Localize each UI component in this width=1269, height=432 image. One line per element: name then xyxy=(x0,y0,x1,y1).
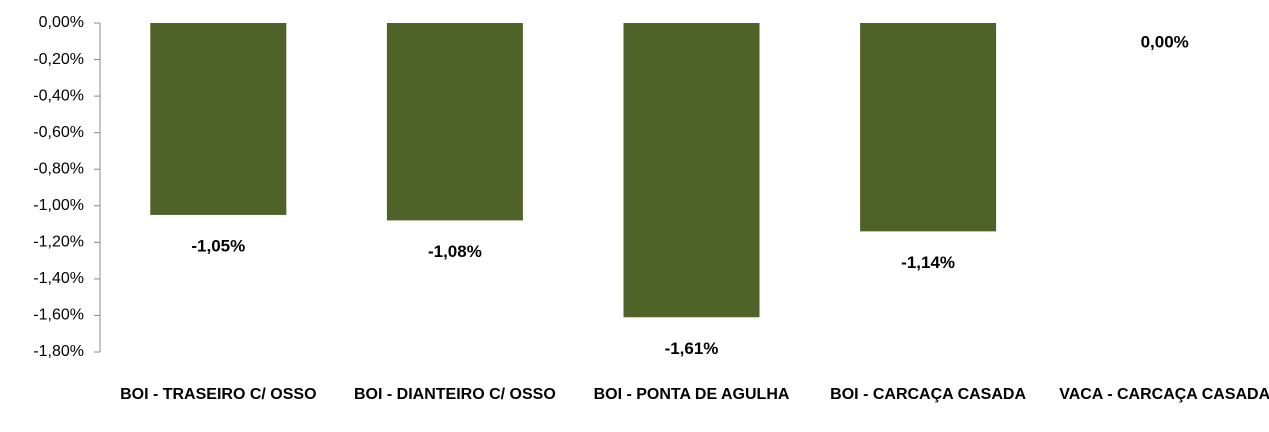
y-tick-label: -1,20% xyxy=(33,234,84,251)
data-label: -1,08% xyxy=(428,242,482,261)
x-tick-label: BOI - CARCAÇA CASADA xyxy=(830,386,1027,403)
x-tick-label: BOI - TRASEIRO C/ OSSO xyxy=(120,386,317,403)
data-label: 0,00% xyxy=(1141,32,1189,51)
data-label: -1,05% xyxy=(191,236,245,255)
x-tick-label: BOI - PONTA DE AGULHA xyxy=(593,386,790,403)
y-tick-label: -0,60% xyxy=(33,124,84,141)
bar xyxy=(860,23,997,232)
y-tick-label: -0,20% xyxy=(33,51,84,68)
y-tick-label: -1,40% xyxy=(33,270,84,287)
x-tick-label: VACA - CARCAÇA CASADA xyxy=(1059,386,1269,403)
bar xyxy=(386,23,523,221)
y-tick-label: 0,00% xyxy=(39,14,84,31)
y-tick-label: -1,60% xyxy=(33,307,84,324)
data-label: -1,14% xyxy=(901,253,955,272)
y-tick-label: -0,40% xyxy=(33,87,84,104)
bar xyxy=(623,23,760,318)
x-tick-label: BOI - DIANTEIRO C/ OSSO xyxy=(353,386,556,403)
y-tick-label: -0,80% xyxy=(33,160,84,177)
bar xyxy=(150,23,287,215)
data-label: -1,61% xyxy=(665,339,719,358)
y-tick-label: -1,80% xyxy=(33,343,84,360)
y-tick-label: -1,00% xyxy=(33,197,84,214)
